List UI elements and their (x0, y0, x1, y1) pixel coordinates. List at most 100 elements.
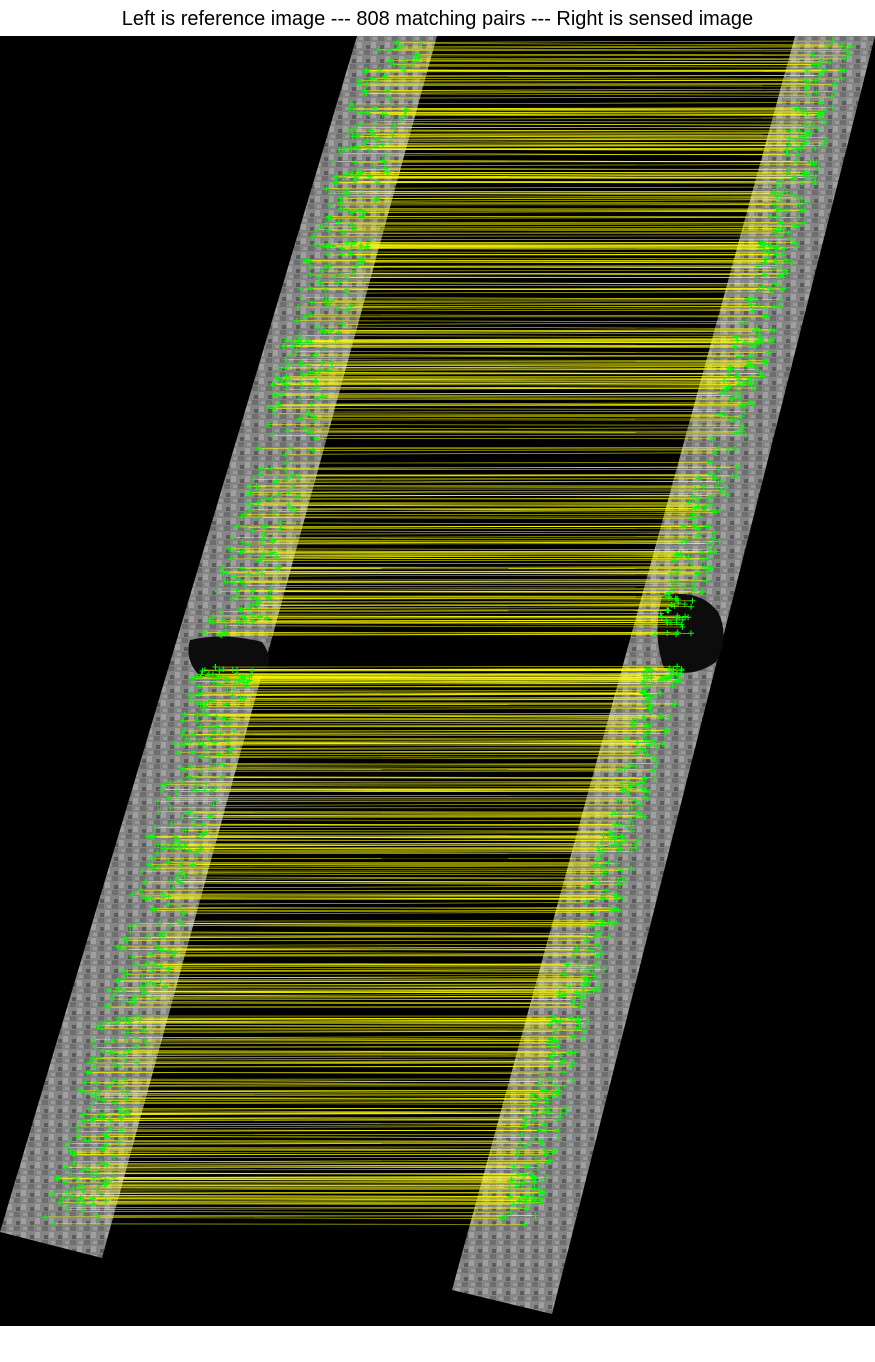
match-line (206, 783, 637, 785)
keypoint-marker (599, 950, 606, 957)
keypoint-marker (297, 415, 304, 422)
keypoint-marker (272, 410, 279, 417)
keypoint-marker (696, 514, 703, 521)
keypoint-marker (657, 610, 664, 617)
keypoint-marker (326, 215, 333, 222)
keypoint-marker (198, 768, 205, 775)
keypoint-marker (217, 608, 224, 615)
keypoint-marker (552, 1028, 559, 1035)
keypoint-marker (390, 61, 397, 68)
keypoint-marker (573, 947, 580, 954)
match-line (105, 1179, 514, 1181)
keypoint-marker (829, 94, 836, 101)
match-line (123, 969, 605, 972)
keypoint-marker (506, 1184, 513, 1191)
keypoint-marker (540, 1121, 547, 1128)
keypoint-marker (349, 128, 356, 135)
keypoint-marker (149, 966, 156, 973)
keypoint-marker (347, 105, 354, 112)
match-line (83, 1188, 539, 1191)
keypoint-marker (665, 594, 672, 601)
keypoint-marker (755, 366, 762, 373)
keypoint-marker (841, 46, 848, 53)
match-line (382, 143, 805, 146)
keypoint-marker (625, 788, 632, 795)
match-line (117, 980, 589, 982)
match-line (321, 226, 798, 228)
keypoint-marker (231, 686, 238, 693)
keypoint-marker (202, 703, 209, 710)
keypoint-marker (207, 764, 214, 771)
keypoint-marker (120, 1051, 127, 1058)
match-line (347, 291, 773, 294)
keypoint-marker (160, 845, 167, 852)
keypoint-marker (186, 692, 193, 699)
keypoint-marker (348, 146, 355, 153)
keypoint-marker (120, 974, 127, 981)
keypoint-marker (596, 984, 603, 991)
match-line (202, 707, 650, 711)
keypoint-marker (658, 713, 665, 720)
match-line (182, 780, 643, 783)
keypoint-marker (338, 150, 345, 157)
keypoint-marker (313, 226, 320, 233)
keypoint-marker (675, 567, 682, 574)
keypoint-marker (323, 185, 330, 192)
keypoint-marker (156, 945, 163, 952)
keypoint-marker (732, 417, 739, 424)
keypoint-marker (159, 947, 166, 954)
match-line (366, 84, 807, 87)
keypoint-marker (217, 568, 224, 575)
keypoint-marker (142, 981, 149, 988)
keypoint-marker (296, 473, 303, 480)
keypoint-marker (630, 724, 637, 731)
match-line (152, 867, 632, 870)
keypoint-marker (149, 994, 156, 1001)
keypoint-marker (754, 274, 761, 281)
keypoint-marker (301, 425, 308, 432)
keypoint-marker (196, 739, 203, 746)
keypoint-marker (155, 864, 162, 871)
match-line (365, 211, 777, 213)
match-line (182, 768, 654, 771)
keypoint-marker (641, 700, 648, 707)
keypoint-marker (566, 983, 573, 990)
keypoint-marker (356, 81, 363, 88)
keypoint-marker (259, 570, 266, 577)
keypoint-marker (84, 1165, 91, 1172)
keypoint-marker (249, 668, 256, 675)
keypoint-marker (638, 745, 645, 752)
keypoint-marker (803, 129, 810, 136)
keypoint-marker (114, 1052, 121, 1059)
keypoint-marker (162, 842, 169, 849)
keypoint-marker (226, 545, 233, 552)
keypoint-marker (822, 119, 829, 126)
keypoint-marker (333, 174, 340, 181)
keypoint-marker (197, 844, 204, 851)
keypoint-marker (62, 1144, 69, 1151)
keypoint-marker (646, 705, 653, 712)
keypoint-marker (172, 834, 179, 841)
keypoint-marker (361, 140, 368, 147)
keypoint-marker (733, 333, 740, 340)
keypoint-marker (74, 1200, 81, 1206)
keypoint-marker (351, 178, 358, 185)
keypoint-marker (812, 172, 819, 179)
match-line (240, 696, 654, 699)
match-line (141, 1029, 585, 1031)
keypoint-marker (249, 588, 256, 595)
keypoint-marker (777, 219, 784, 226)
match-line (100, 1192, 544, 1194)
keypoint-marker (389, 132, 396, 139)
keypoint-marker (707, 471, 714, 478)
match-line (73, 1187, 535, 1189)
keypoint-marker (127, 999, 134, 1006)
keypoint-marker (103, 1141, 110, 1148)
match-line (189, 693, 661, 696)
match-line (375, 199, 781, 202)
match-line (168, 971, 593, 973)
keypoint-marker (510, 1177, 517, 1184)
match-line (285, 359, 766, 361)
keypoint-marker (756, 331, 763, 338)
keypoint-marker (570, 952, 577, 959)
